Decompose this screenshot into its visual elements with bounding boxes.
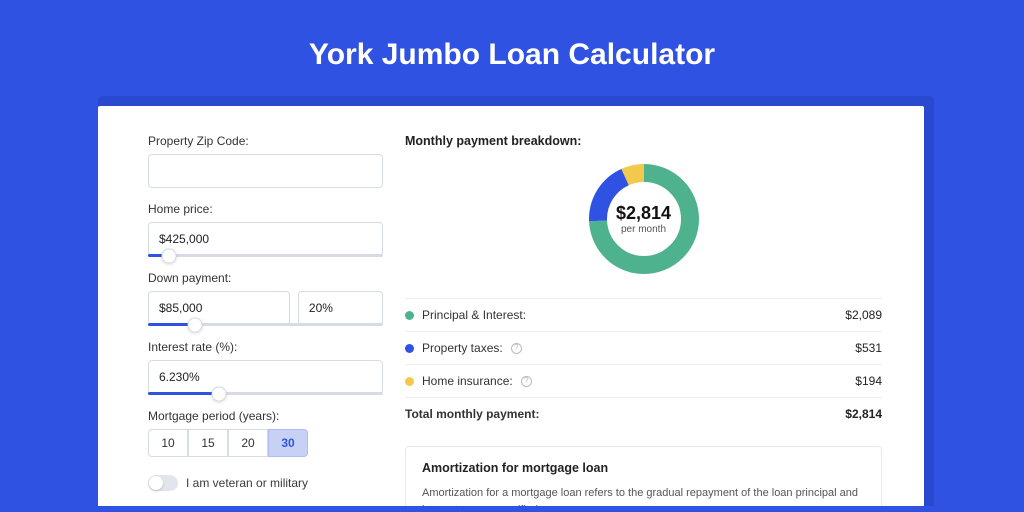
info-icon[interactable]: ? [511, 343, 522, 354]
zip-input[interactable] [148, 154, 383, 188]
page-title: York Jumbo Loan Calculator [0, 0, 1024, 96]
info-icon[interactable]: ? [521, 376, 532, 387]
donut-center: $2,814 per month [583, 158, 705, 280]
donut-chart-container: $2,814 per month [405, 158, 882, 280]
legend-dot [405, 377, 414, 386]
breakdown-row-home-insurance: Home insurance:? $194 [405, 365, 882, 398]
period-option-30[interactable]: 30 [268, 429, 308, 457]
calculator-card: Property Zip Code: Home price: Down paym… [98, 106, 924, 506]
form-column: Property Zip Code: Home price: Down paym… [98, 106, 393, 506]
veteran-row: I am veteran or military [148, 475, 383, 491]
zip-label: Property Zip Code: [148, 134, 383, 148]
home-price-label: Home price: [148, 202, 383, 216]
home-price-field: Home price: [148, 202, 383, 257]
breakdown-total-row: Total monthly payment: $2,814 [405, 398, 882, 430]
home-price-input[interactable] [148, 222, 383, 256]
interest-rate-label: Interest rate (%): [148, 340, 383, 354]
down-payment-percent-input[interactable] [298, 291, 383, 325]
period-option-20[interactable]: 20 [228, 429, 268, 457]
down-payment-field: Down payment: [148, 271, 383, 326]
donut-amount: $2,814 [616, 203, 671, 224]
mortgage-period-options: 10152030 [148, 429, 383, 457]
total-value: $2,814 [845, 407, 882, 421]
breakdown-value: $194 [855, 374, 882, 388]
legend-dot [405, 344, 414, 353]
breakdown-row-property-taxes: Property taxes:? $531 [405, 332, 882, 365]
home-price-slider[interactable] [148, 254, 383, 257]
period-option-15[interactable]: 15 [188, 429, 228, 457]
amortization-title: Amortization for mortgage loan [422, 461, 865, 475]
down-payment-label: Down payment: [148, 271, 383, 285]
mortgage-period-field: Mortgage period (years): 10152030 [148, 409, 383, 457]
card-shadow: Property Zip Code: Home price: Down paym… [98, 96, 934, 506]
interest-rate-slider[interactable] [148, 392, 383, 395]
down-payment-amount-input[interactable] [148, 291, 290, 325]
veteran-label: I am veteran or military [186, 476, 308, 490]
breakdown-label: Home insurance: [422, 374, 513, 388]
breakdown-label: Principal & Interest: [422, 308, 526, 322]
down-payment-slider[interactable] [148, 323, 383, 326]
interest-rate-field: Interest rate (%): [148, 340, 383, 395]
donut-sub: per month [621, 224, 666, 235]
zip-field: Property Zip Code: [148, 134, 383, 188]
breakdown-row-principal-interest: Principal & Interest: $2,089 [405, 299, 882, 332]
breakdown-title: Monthly payment breakdown: [405, 134, 882, 148]
interest-rate-input[interactable] [148, 360, 383, 394]
breakdown-label: Property taxes: [422, 341, 503, 355]
breakdown-value: $2,089 [845, 308, 882, 322]
toggle-knob [149, 476, 163, 490]
total-label: Total monthly payment: [405, 407, 539, 421]
breakdown-value: $531 [855, 341, 882, 355]
mortgage-period-label: Mortgage period (years): [148, 409, 383, 423]
donut-chart: $2,814 per month [583, 158, 705, 280]
amortization-card: Amortization for mortgage loan Amortizat… [405, 446, 882, 506]
period-option-10[interactable]: 10 [148, 429, 188, 457]
legend-dot [405, 311, 414, 320]
amortization-text: Amortization for a mortgage loan refers … [422, 485, 865, 506]
breakdown-list: Principal & Interest: $2,089 Property taxe… [405, 298, 882, 430]
breakdown-column: Monthly payment breakdown: $2,814 per mo… [393, 106, 924, 506]
veteran-toggle[interactable] [148, 475, 178, 491]
